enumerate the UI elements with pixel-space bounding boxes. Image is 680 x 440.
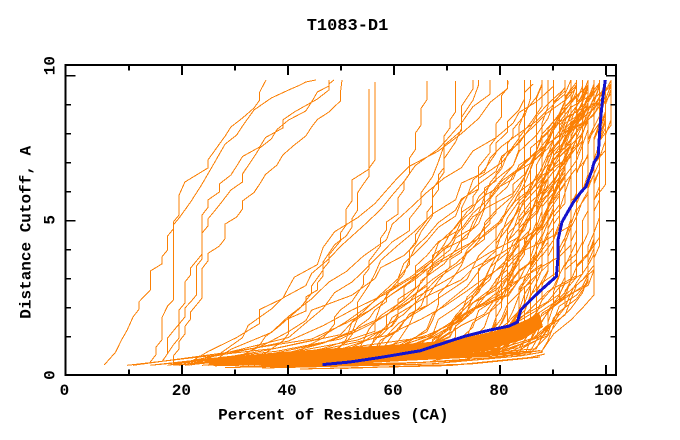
svg-text:100: 100 — [594, 382, 623, 400]
svg-text:5: 5 — [42, 215, 60, 225]
svg-text:60: 60 — [383, 382, 402, 400]
svg-text:Percent of Residues (CA): Percent of Residues (CA) — [218, 407, 448, 425]
svg-text:20: 20 — [172, 382, 191, 400]
svg-text:10: 10 — [42, 56, 60, 75]
svg-text:0: 0 — [42, 370, 60, 380]
svg-text:80: 80 — [489, 382, 508, 400]
svg-text:0: 0 — [60, 382, 70, 400]
svg-text:T1083-D1: T1083-D1 — [307, 17, 389, 36]
svg-text:Distance Cutoff, A: Distance Cutoff, A — [17, 145, 35, 318]
svg-text:40: 40 — [277, 382, 296, 400]
